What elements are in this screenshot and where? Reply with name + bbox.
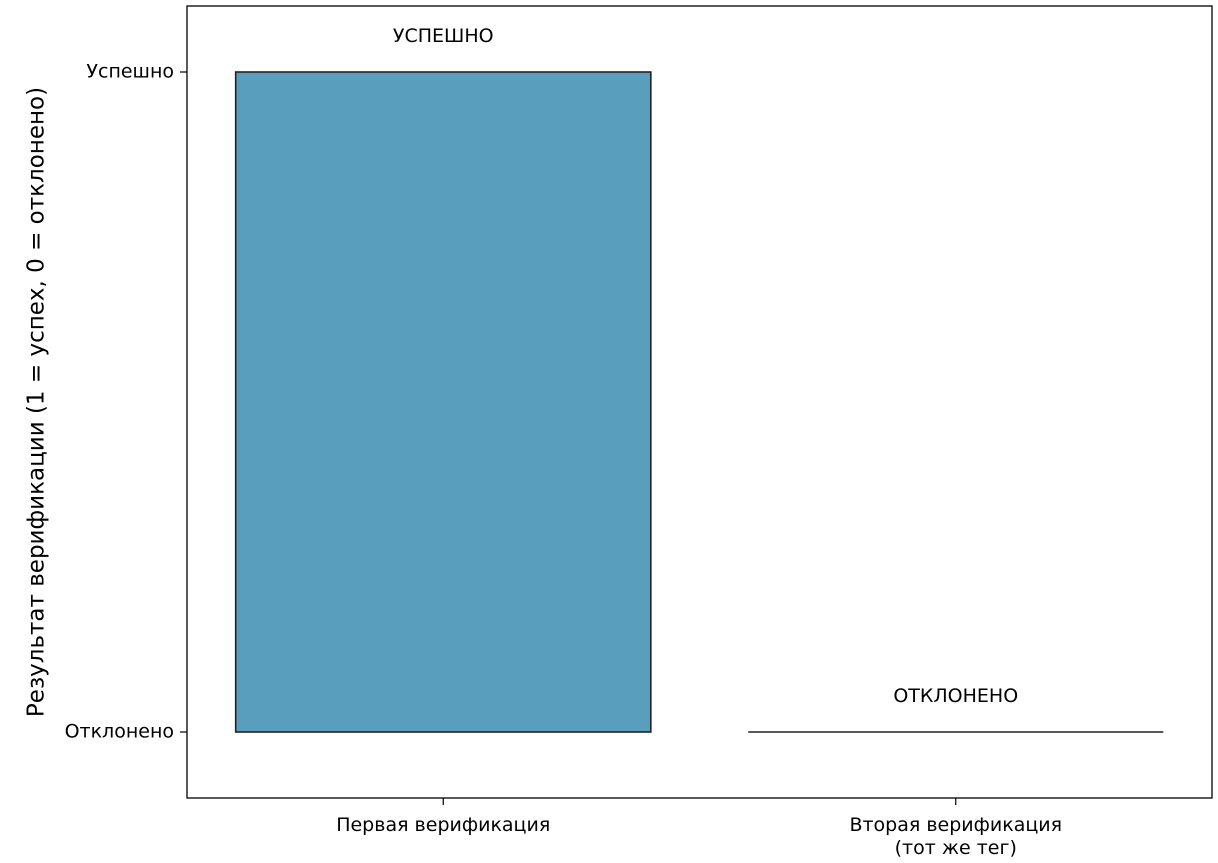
x-axis: Первая верификация Вторая верификация (тот… — [336, 798, 1062, 859]
data-label-1: УСПЕШНО — [393, 25, 494, 47]
x-tick-label-2: Вторая верификация (тот же тег) — [849, 814, 1062, 859]
bar-1 — [234, 71, 652, 733]
y-axis-label: Результат верификации (1 = успех, 0 = от… — [24, 87, 50, 717]
plot-frame — [186, 5, 1213, 799]
bars-layer — [234, 71, 1164, 733]
x-tick-label-1: Первая верификация — [336, 814, 550, 836]
y-tick-label-1: Отклонено — [65, 721, 174, 743]
y-tick-label-2: Успешно — [86, 61, 174, 83]
data-labels-layer: УСПЕШНО ОТКЛОНЕНО — [393, 25, 1018, 707]
data-label-2: ОТКЛОНЕНО — [893, 685, 1018, 707]
y-axis: Отклонено Успешно — [65, 61, 187, 743]
